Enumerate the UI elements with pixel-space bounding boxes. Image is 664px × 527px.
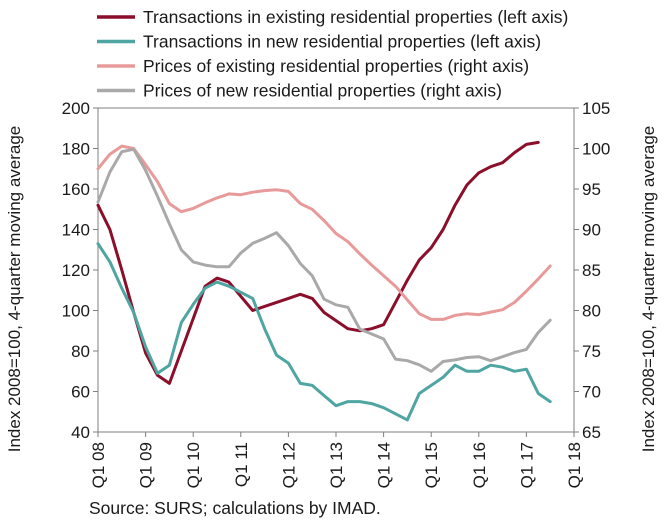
series-line-1 (96, 140, 540, 385)
y-left-tick-label: 80 (71, 342, 90, 361)
y-left-tick-label: 120 (62, 261, 90, 280)
series-line-2 (96, 242, 552, 422)
source-note: Source: SURS; calculations by IMAD. (89, 498, 381, 518)
legend: Transactions in existing residential pro… (97, 7, 568, 101)
y-axis-right-title: Index 2008=100, 4-quarter moving average (639, 126, 658, 453)
series-line-3 (96, 144, 552, 321)
legend-label-3: Prices of existing residential propertie… (143, 56, 529, 76)
x-tick-label: Q1 11 (232, 442, 251, 487)
y-left-tick-label: 180 (62, 140, 90, 159)
series-line-4 (96, 147, 552, 373)
y-left-tick-label: 200 (62, 99, 90, 118)
y-axis-left-title: Index 2008=100, 4-quarter moving average (5, 126, 24, 453)
series-group (96, 140, 552, 422)
axes: 40 60 80 100 120 140 160 180 200 65 70 75 80 85 90 95 10… (62, 99, 611, 488)
y-right-tick-label: 65 (582, 423, 601, 442)
x-tick-label: Q1 14 (375, 442, 394, 488)
x-tick-label: Q1 17 (517, 442, 536, 488)
y-right-tick-label: 95 (582, 180, 601, 199)
x-tick-label: Q1 09 (137, 442, 156, 488)
y-right-tick-label: 85 (582, 261, 601, 280)
legend-label-2: Transactions in new residential properti… (143, 32, 541, 52)
y-left-tick-label: 100 (62, 302, 90, 321)
y-left-tick-label: 40 (71, 423, 90, 442)
x-tick-label: Q1 10 (184, 442, 203, 488)
legend-label-4: Prices of new residential properties (ri… (143, 81, 502, 101)
x-tick-label: Q1 08 (89, 442, 108, 488)
x-tick-label: Q1 13 (327, 442, 346, 488)
y-right-tick-label: 105 (582, 99, 610, 118)
y-left-tick-label: 60 (71, 383, 90, 402)
y-right-tick-label: 90 (582, 221, 601, 240)
y-right-tick-label: 75 (582, 342, 601, 361)
y-right-tick-label: 70 (582, 383, 601, 402)
x-tick-label: Q1 12 (279, 442, 298, 488)
y-left-tick-label: 140 (62, 221, 90, 240)
x-tick-label: Q1 16 (470, 442, 489, 488)
y-right-tick-label: 100 (582, 140, 610, 159)
legend-label-1: Transactions in existing residential pro… (143, 7, 568, 27)
y-right-tick-label: 80 (582, 302, 601, 321)
x-tick-label: Q1 18 (565, 442, 584, 488)
x-tick-label: Q1 15 (422, 442, 441, 488)
y-left-tick-label: 160 (62, 180, 90, 199)
